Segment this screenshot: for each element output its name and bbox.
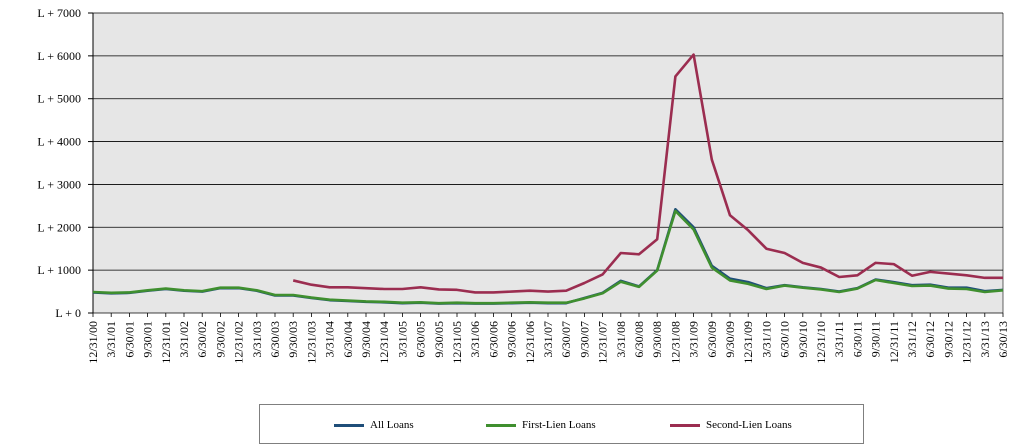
- legend-swatch-all-loans: [334, 424, 364, 427]
- x-axis: 12/31/00 3/31/01 6/30/01 9/30/01 12/31/01 3/3…: [86, 313, 1010, 364]
- x-tick-label: 6/30/04: [341, 321, 355, 358]
- x-tick-label: 6/30/11: [850, 321, 864, 357]
- x-tick-label: 3/31/03: [250, 321, 264, 358]
- x-tick-label: 12/31/00: [86, 321, 100, 364]
- y-tick-label: L + 3000: [37, 177, 81, 191]
- x-tick-label: 12/31/06: [523, 321, 537, 364]
- x-tick-label: 3/31/13: [978, 321, 992, 358]
- x-tick-label: 6/30/01: [122, 321, 136, 358]
- y-tick-label: L + 6000: [37, 49, 81, 63]
- legend-swatch-first-lien: [486, 424, 516, 427]
- x-tick-label: 3/31/01: [104, 321, 118, 358]
- x-tick-label: 9/30/11: [869, 321, 883, 357]
- x-tick-label: 12/31/12: [960, 321, 974, 364]
- x-tick-label: 3/31/05: [395, 321, 409, 358]
- x-tick-label: 9/30/01: [141, 321, 155, 358]
- x-tick-label: 3/31/11: [832, 321, 846, 357]
- x-tick-label: 9/30/02: [213, 321, 227, 358]
- x-tick-label: 6/30/10: [778, 321, 792, 358]
- y-tick-label: L + 1000: [37, 263, 81, 277]
- y-axis: L + 0 L + 1000 L + 2000 L + 3000 L + 4000 L +…: [37, 6, 81, 320]
- x-tick-label: 9/30/05: [432, 321, 446, 358]
- x-tick-label: 3/31/04: [323, 321, 337, 358]
- y-tick-label: L + 0: [55, 306, 81, 320]
- x-tick-label: 6/30/06: [486, 321, 500, 358]
- x-tick-label: 12/31/01: [159, 321, 173, 364]
- x-tick-label: 3/31/06: [468, 321, 482, 358]
- x-tick-label: 6/30/07: [559, 321, 573, 358]
- x-tick-label: 3/31/07: [541, 321, 555, 358]
- x-tick-label: 6/30/05: [414, 321, 428, 358]
- plot-area: [93, 13, 1003, 313]
- x-tick-label: 9/30/06: [505, 321, 519, 358]
- x-tick-label: 3/31/02: [177, 321, 191, 358]
- x-tick-label: 6/30/02: [195, 321, 209, 358]
- y-tick-label: L + 5000: [37, 92, 81, 106]
- y-tick-label: L + 4000: [37, 135, 81, 149]
- x-tick-label: 9/30/07: [577, 321, 591, 358]
- legend-label-second-lien: Second-Lien Loans: [706, 419, 792, 431]
- x-tick-label: 9/30/12: [941, 321, 955, 358]
- legend-label-first-lien: First-Lien Loans: [522, 419, 596, 431]
- x-tick-label: 6/30/03: [268, 321, 282, 358]
- x-tick-label: 12/31/05: [450, 321, 464, 364]
- legend-label-all-loans: All Loans: [370, 419, 414, 431]
- x-tick-label: 9/30/10: [796, 321, 810, 358]
- x-tick-label: 9/30/04: [359, 321, 373, 358]
- x-tick-label: 9/30/09: [723, 321, 737, 358]
- y-tick-label: L + 7000: [37, 6, 81, 20]
- x-tick-label: 6/30/12: [923, 321, 937, 358]
- x-tick-label: 12/31/10: [814, 321, 828, 364]
- x-tick-label: 9/30/03: [286, 321, 300, 358]
- x-tick-label: 3/31/09: [687, 321, 701, 358]
- x-tick-label: 3/31/08: [614, 321, 628, 358]
- x-tick-label: 12/31/09: [741, 321, 755, 364]
- x-tick-label: 3/31/10: [759, 321, 773, 358]
- series-line-first-lien-loans: [92, 209, 1004, 305]
- x-tick-label: 6/30/13: [996, 321, 1010, 358]
- grid-lines: [88, 12, 1004, 314]
- x-tick-label: 12/31/02: [232, 321, 246, 364]
- legend: All Loans First-Lien Loans Second-Lien L…: [259, 404, 864, 444]
- x-tick-label: 12/31/03: [304, 321, 318, 364]
- x-tick-label: 12/31/08: [668, 321, 682, 364]
- x-tick-label: 6/30/08: [632, 321, 646, 358]
- series-lines: [92, 53, 1004, 305]
- x-tick-label: 3/31/12: [905, 321, 919, 358]
- y-tick-label: L + 2000: [37, 220, 81, 234]
- series-line-second-lien-loans: [292, 53, 1003, 294]
- x-tick-label: 9/30/08: [650, 321, 664, 358]
- x-tick-label: 12/31/07: [596, 321, 610, 364]
- x-tick-label: 12/31/04: [377, 321, 391, 364]
- x-tick-label: 6/30/09: [705, 321, 719, 358]
- legend-swatch-second-lien: [670, 424, 700, 427]
- x-tick-label: 12/31/11: [887, 321, 901, 363]
